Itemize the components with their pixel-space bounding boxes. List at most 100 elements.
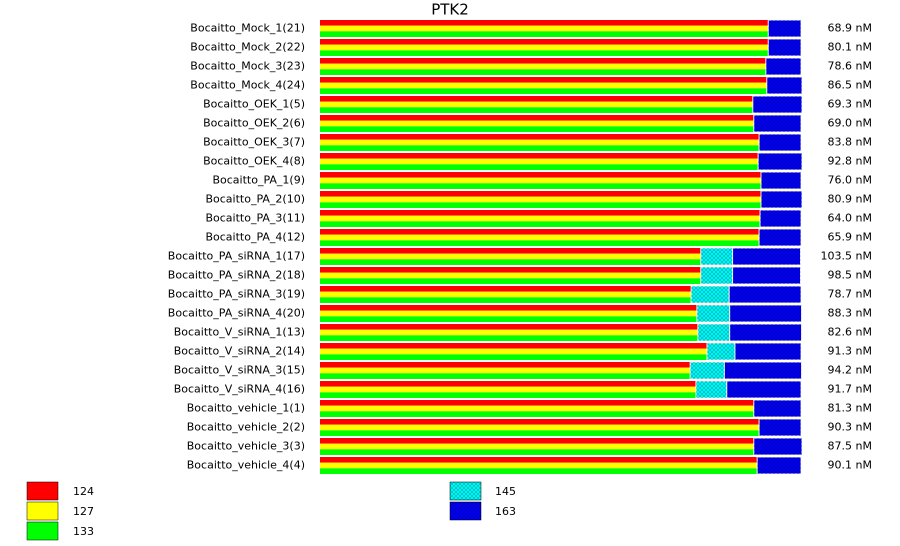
bar-stripe <box>320 297 692 303</box>
bar-stripe <box>320 259 701 265</box>
row-label: Bocaitto_PA_1(9) <box>212 174 305 187</box>
row-label: Bocaitto_Mock_1(21) <box>190 22 305 35</box>
row-label: Bocaitto_vehicle_4(4) <box>187 459 305 472</box>
bar-stripe <box>320 367 691 374</box>
bar-stripe <box>320 362 691 368</box>
bar-stripe <box>320 50 769 56</box>
row-label: Bocaitto_PA_2(10) <box>205 193 305 206</box>
bar-hatch <box>752 96 802 113</box>
row-value-label: 80.1 nM <box>828 41 872 54</box>
bar-hatch <box>753 400 802 417</box>
bar-stripe <box>320 215 761 222</box>
chart-title: PTK2 <box>431 1 469 19</box>
row-label: Bocaitto_V_siRNA_1(13) <box>174 326 305 339</box>
bar-stripe <box>320 25 769 32</box>
legend-swatch <box>26 501 59 521</box>
bar-stripe <box>320 196 762 203</box>
row-value-label: 83.8 nM <box>828 136 872 149</box>
bar-stripe <box>320 462 758 469</box>
bar-stripe <box>320 107 753 113</box>
bar-stripe <box>320 145 760 151</box>
row-label: Bocaitto_vehicle_2(2) <box>187 421 305 434</box>
row-value-label: 91.3 nM <box>828 345 872 358</box>
row-value-label: 64.0 nM <box>828 212 872 225</box>
bar-stripe <box>320 430 760 436</box>
bar-hatch <box>768 39 802 56</box>
row-value-label: 78.7 nM <box>828 288 872 301</box>
bar-stripe <box>320 386 696 393</box>
bar-stripe <box>320 153 759 159</box>
bar-stripe <box>320 172 762 178</box>
bar-hatch <box>695 381 727 398</box>
bar-stripe <box>320 343 708 349</box>
bar-hatch <box>696 305 730 322</box>
row-label: Bocaitto_OEK_3(7) <box>203 136 305 149</box>
bar-stripe <box>320 419 760 425</box>
bar-hatch <box>760 210 802 227</box>
bar-hatch <box>761 172 802 189</box>
bar-stripe <box>320 183 762 189</box>
row-value-label: 76.0 nM <box>828 174 872 187</box>
bar-stripe <box>320 115 754 121</box>
bar-stripe <box>320 164 759 170</box>
bar-hatch <box>729 324 802 341</box>
row-value-label: 69.0 nM <box>828 117 872 130</box>
bar-hatch <box>766 77 802 94</box>
bar-stripe <box>320 305 697 311</box>
bar-stripe <box>320 69 766 75</box>
row-value-label: 103.5 nM <box>821 250 872 263</box>
bar-stripe <box>320 253 701 260</box>
bar-hatch <box>691 286 730 303</box>
legend-label: 124 <box>73 485 94 498</box>
row-value-label: 69.3 nM <box>828 98 872 111</box>
bar-hatch <box>757 457 802 474</box>
bar-stripe <box>320 291 692 298</box>
row-value-label: 65.9 nM <box>828 231 872 244</box>
bar-stripe <box>320 310 697 317</box>
bar-hatch <box>700 248 733 265</box>
bar-stripe <box>320 31 769 37</box>
bar-stripe <box>320 126 754 132</box>
bar-stripe <box>320 348 708 355</box>
bar-hatch <box>729 286 802 303</box>
row-label: Bocaitto_PA_siRNA_1(17) <box>168 250 305 263</box>
row-label: Bocaitto_PA_siRNA_2(18) <box>168 269 305 282</box>
bar-stripe <box>320 44 769 51</box>
bar-stripe <box>320 202 762 208</box>
bar-stripe <box>320 158 759 165</box>
bar-stripe <box>320 39 769 45</box>
row-label: Bocaitto_V_siRNA_2(14) <box>174 345 305 358</box>
bar-stripe <box>320 316 697 322</box>
bar-stripe <box>320 335 698 341</box>
row-value-label: 92.8 nM <box>828 155 872 168</box>
legend-label: 127 <box>73 505 94 518</box>
row-label: Bocaitto_vehicle_1(1) <box>187 402 305 415</box>
bar-stripe <box>320 96 753 102</box>
row-label: Bocaitto_OEK_2(6) <box>203 117 305 130</box>
row-label: Bocaitto_Mock_4(24) <box>190 79 305 92</box>
bar-stripe <box>320 424 760 431</box>
legend-hatch <box>450 482 481 500</box>
bar-stripe <box>320 134 760 140</box>
bar-stripe <box>320 88 767 94</box>
bar-stripe <box>320 248 701 254</box>
bar-stripe <box>320 82 767 89</box>
bar-stripe <box>320 240 760 246</box>
row-label: Bocaitto_OEK_1(5) <box>203 98 305 111</box>
row-label: Bocaitto_vehicle_3(3) <box>187 440 305 453</box>
bar-stripe <box>320 373 691 379</box>
bar-stripe <box>320 120 754 127</box>
row-value-label: 94.2 nM <box>828 364 872 377</box>
row-label: Bocaitto_V_siRNA_4(16) <box>174 383 305 396</box>
bar-hatch <box>759 419 802 436</box>
row-value-label: 81.3 nM <box>828 402 872 415</box>
row-value-label: 78.6 nM <box>828 60 872 73</box>
row-label: Bocaitto_PA_4(12) <box>205 231 305 244</box>
row-label: Bocaitto_PA_siRNA_4(20) <box>168 307 305 320</box>
legend-hatch <box>450 502 481 520</box>
bar-hatch <box>758 153 802 170</box>
bar-stripe <box>320 405 754 412</box>
row-label: Bocaitto_PA_3(11) <box>205 212 305 225</box>
bar-stripe <box>320 381 696 387</box>
bar-stripe <box>320 267 701 273</box>
